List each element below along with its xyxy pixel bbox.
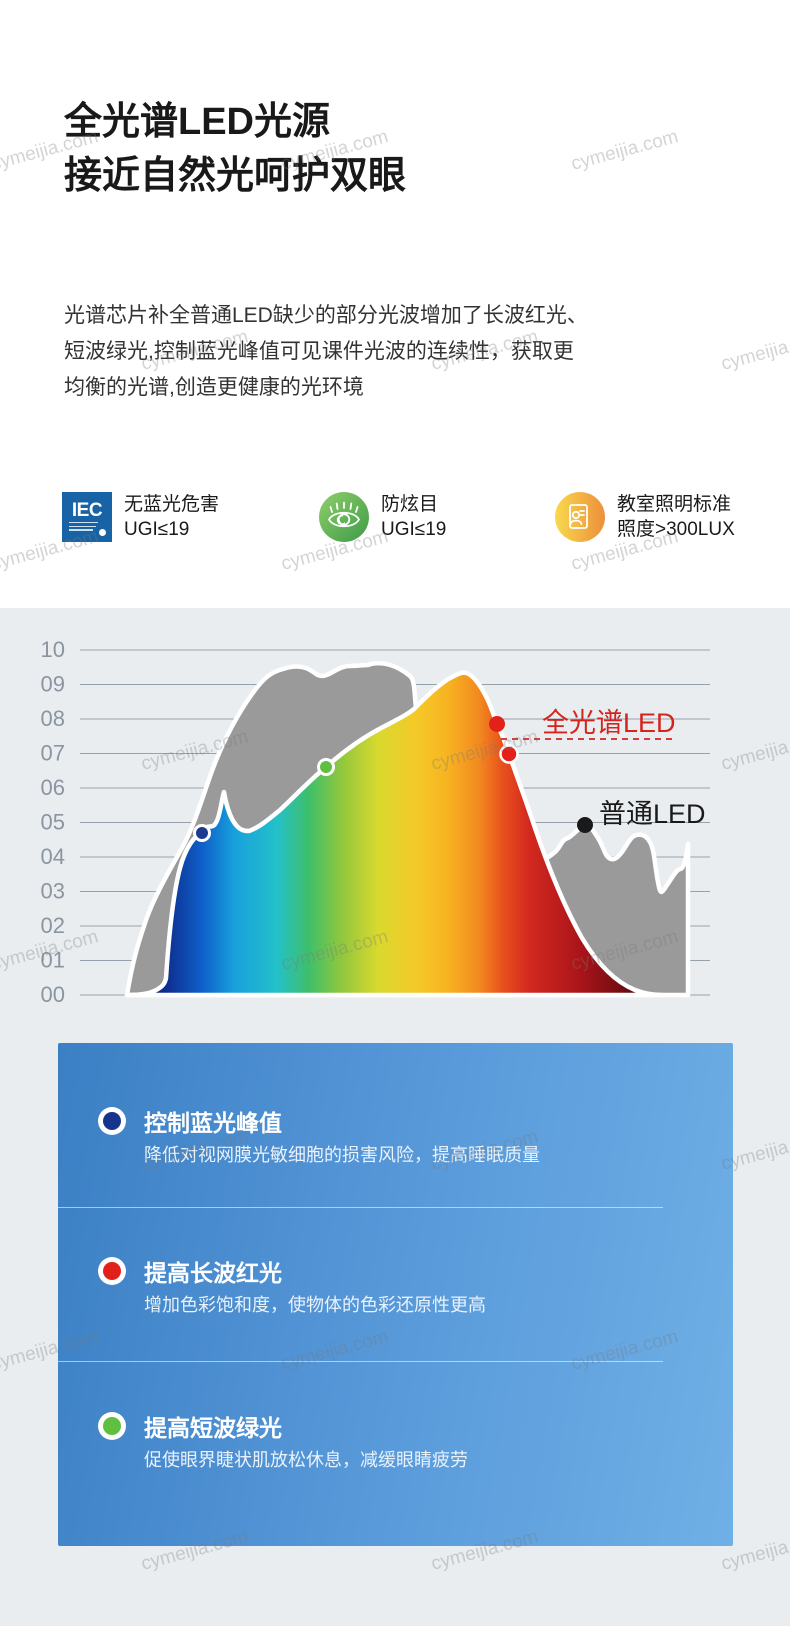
svg-text:04: 04 — [41, 844, 65, 869]
svg-text:01: 01 — [41, 948, 65, 973]
svg-text:07: 07 — [41, 741, 65, 766]
svg-text:普通LED: 普通LED — [599, 799, 706, 829]
svg-text:02: 02 — [41, 913, 65, 938]
svg-text:10: 10 — [41, 637, 65, 662]
svg-text:08: 08 — [41, 706, 65, 731]
svg-text:05: 05 — [41, 810, 65, 835]
svg-text:全光谱LED: 全光谱LED — [542, 708, 676, 738]
svg-text:00: 00 — [41, 982, 65, 1007]
svg-text:09: 09 — [41, 672, 65, 697]
svg-text:03: 03 — [41, 879, 65, 904]
svg-text:06: 06 — [41, 775, 65, 800]
